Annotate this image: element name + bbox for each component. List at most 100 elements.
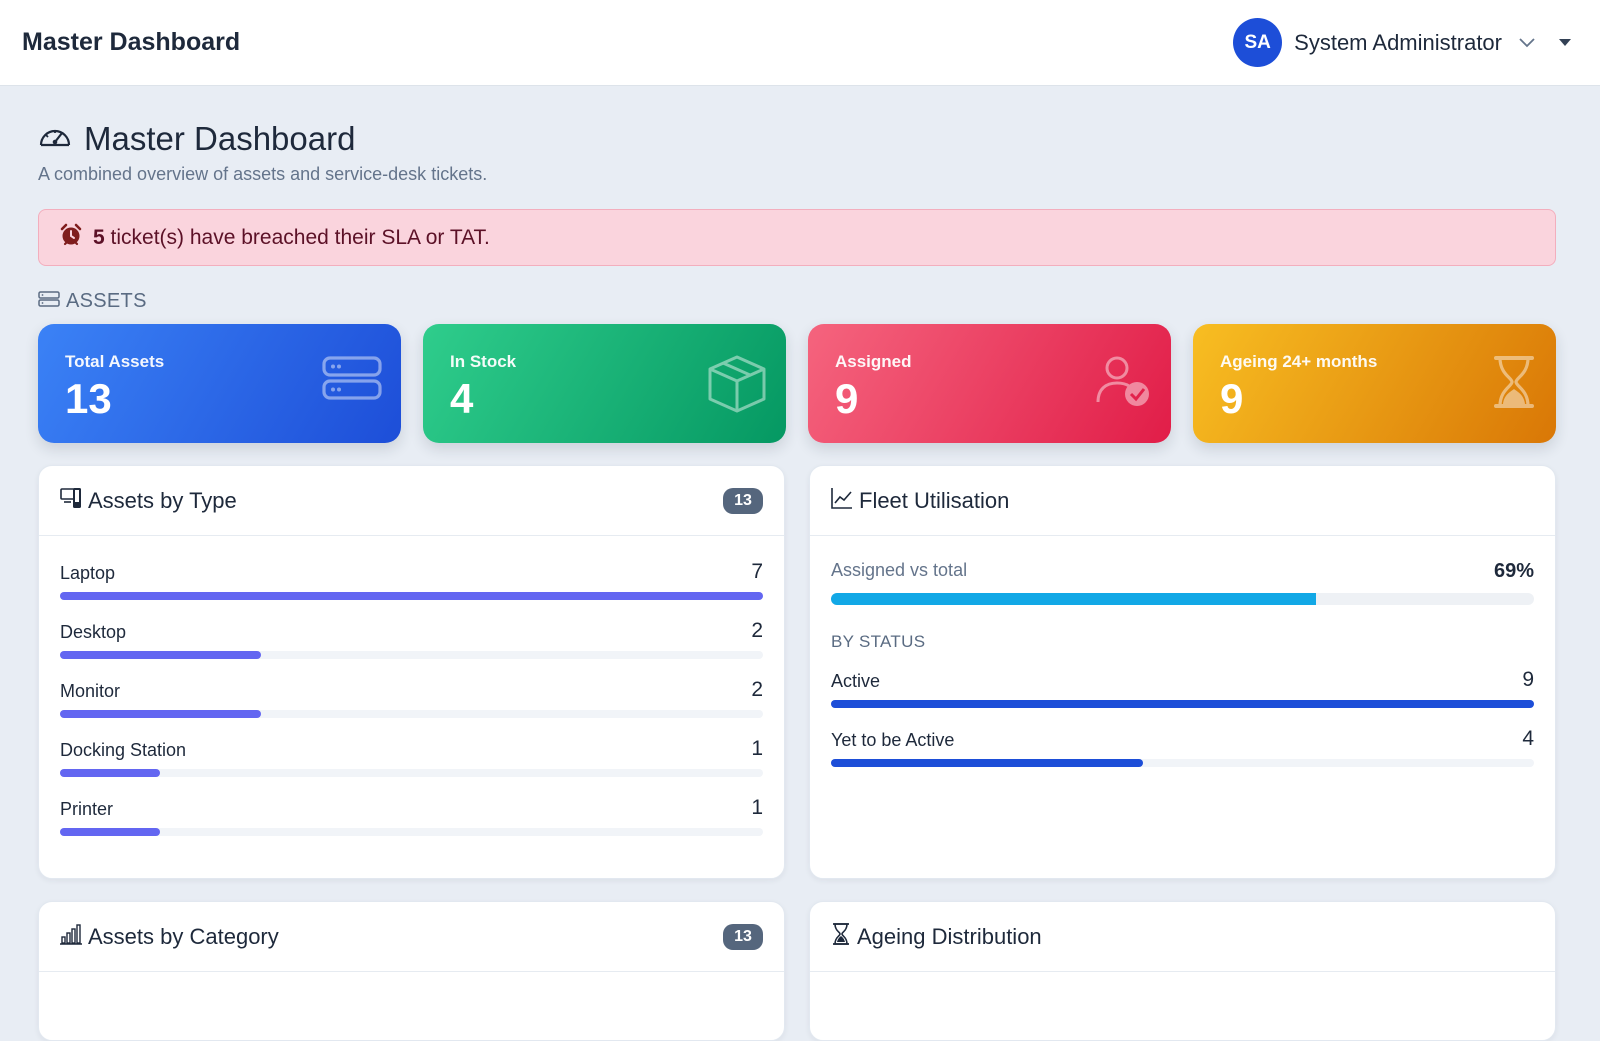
page-subtitle: A combined overview of assets and servic… — [38, 164, 488, 184]
hdd-stack-icon — [38, 290, 60, 313]
by-status-heading: BY STATUS — [831, 632, 926, 651]
bar-row-header: Printer 1 — [60, 796, 763, 820]
kpi-row: Total Assets 13 In Stock 4 — [38, 324, 1556, 443]
bar-count: 2 — [751, 678, 763, 701]
main-content: Master Dashboard A combined overview of … — [38, 86, 1556, 1041]
card-header: Fleet Utilisation — [810, 466, 1555, 536]
bar-count: 2 — [751, 619, 763, 642]
assets-by-category-card: Assets by Category 13 — [38, 901, 785, 1041]
card-title: Ageing Distribution — [857, 923, 1042, 949]
bar-row: Yet to be Active 4 — [831, 727, 1534, 767]
card-title: Assets by Type — [88, 487, 237, 513]
kpi-label: Total Assets — [65, 352, 165, 371]
kpi-label: In Stock — [450, 352, 517, 371]
count-badge: 13 — [723, 487, 763, 514]
ageing-distribution-card: Ageing Distribution — [809, 901, 1556, 1041]
fleet-utilisation-card: Fleet Utilisation Assigned vs total 69% … — [809, 465, 1556, 879]
bar-count: 1 — [751, 796, 763, 819]
alarm-clock-icon — [59, 223, 83, 253]
section-title: ASSETS — [66, 290, 147, 312]
alert-message: 5 ticket(s) have breached their SLA or T… — [93, 226, 490, 250]
user-menu[interactable]: SA System Administrator — [1233, 18, 1578, 67]
bar-track — [60, 592, 763, 600]
bar-fill — [60, 828, 161, 836]
bar-track — [831, 759, 1534, 767]
bar-fill — [60, 769, 161, 777]
bar-fill — [831, 700, 1534, 708]
bar-row: Printer 1 — [60, 796, 763, 836]
alert-count: 5 — [93, 225, 105, 249]
bar-track — [831, 700, 1534, 708]
bar-row-header: Yet to be Active 4 — [831, 727, 1534, 751]
chevron-down-icon[interactable] — [1514, 30, 1540, 56]
caret-down-icon[interactable] — [1552, 30, 1578, 56]
utilisation-progress-fill — [831, 593, 1317, 605]
bar-count: 4 — [1522, 727, 1534, 750]
top-navbar: Master Dashboard SA System Administrator — [0, 0, 1600, 86]
bar-row-header: Active 9 — [831, 668, 1534, 692]
bar-count: 1 — [751, 737, 763, 760]
bar-track — [60, 769, 763, 777]
kpi-label: Ageing 24+ months — [1220, 352, 1378, 371]
bar-label: Yet to be Active — [831, 730, 955, 750]
server-icon — [321, 354, 383, 407]
kpi-card-total-assets[interactable]: Total Assets 13 — [38, 324, 401, 443]
bar-fill — [60, 592, 763, 600]
kpi-value: 4 — [450, 375, 474, 422]
count-badge: 13 — [723, 923, 763, 950]
card-row-2: Assets by Category 13 Ageing Distributio… — [38, 901, 1556, 1041]
hourglass-icon — [1490, 354, 1538, 415]
bar-fill — [60, 710, 261, 718]
bar-track — [60, 651, 763, 659]
kpi-card-assigned[interactable]: Assigned 9 — [808, 324, 1171, 443]
box-icon — [706, 354, 768, 419]
user-name[interactable]: System Administrator — [1294, 29, 1502, 55]
sla-breach-alert: 5 ticket(s) have breached their SLA or T… — [38, 209, 1556, 266]
devices-icon — [60, 487, 82, 514]
page-title: Master Dashboard — [84, 120, 356, 157]
card-row-1: Assets by Type 13 Laptop 7 Desktop 2 Monitor… — [38, 465, 1556, 879]
hourglass-icon — [831, 923, 851, 950]
bar-fill — [831, 759, 1144, 767]
kpi-value: 9 — [1220, 375, 1244, 422]
bar-track — [60, 828, 763, 836]
assigned-percentage: 69% — [1493, 560, 1534, 582]
bar-label: Printer — [60, 799, 114, 819]
assigned-vs-total-label: Assigned vs total — [831, 560, 968, 580]
kpi-card-in-stock[interactable]: In Stock 4 — [423, 324, 786, 443]
bar-count: 9 — [1522, 668, 1534, 691]
bar-row-header: Docking Station 1 — [60, 737, 763, 761]
avatar[interactable]: SA — [1233, 18, 1283, 67]
speedometer-icon — [38, 123, 72, 156]
utilisation-body: Assigned vs total 69% BY STATUS Active 9 Y… — [810, 536, 1555, 767]
card-title: Assets by Category — [88, 923, 279, 949]
kpi-value: 13 — [65, 375, 112, 422]
bar-row-header: Desktop 2 — [60, 619, 763, 643]
bar-row: Active 9 — [831, 668, 1534, 708]
brand-title[interactable]: Master Dashboard — [22, 28, 241, 56]
assigned-vs-total-row: Assigned vs total 69% — [831, 560, 1534, 583]
bar-label: Desktop — [60, 622, 127, 642]
kpi-label: Assigned — [835, 352, 912, 371]
bar-row: Monitor 2 — [60, 678, 763, 718]
status-bar-list: Active 9 Yet to be Active 4 — [831, 668, 1534, 767]
bar-row: Docking Station 1 — [60, 737, 763, 777]
kpi-card-ageing[interactable]: Ageing 24+ months 9 — [1193, 324, 1556, 443]
assets-by-type-card: Assets by Type 13 Laptop 7 Desktop 2 Monitor… — [38, 465, 785, 879]
type-bar-list: Laptop 7 Desktop 2 Monitor 2 Docking Station 1 P… — [39, 536, 784, 836]
card-header: Assets by Category 13 — [39, 902, 784, 972]
page-header: Master Dashboard — [38, 120, 1556, 158]
bar-fill — [60, 651, 261, 659]
bar-track — [60, 710, 763, 718]
bar-row-header: Monitor 2 — [60, 678, 763, 702]
bar-row: Laptop 7 — [60, 560, 763, 600]
utilisation-progress-track — [831, 593, 1534, 605]
card-title: Fleet Utilisation — [859, 487, 1010, 513]
bar-count: 7 — [751, 560, 763, 583]
bar-chart-icon — [60, 923, 82, 950]
user-check-icon — [1095, 354, 1153, 413]
alert-text: ticket(s) have breached their SLA or TAT… — [110, 225, 490, 249]
card-header: Ageing Distribution — [810, 902, 1555, 972]
card-header: Assets by Type 13 — [39, 466, 784, 536]
line-chart-icon — [831, 487, 853, 514]
